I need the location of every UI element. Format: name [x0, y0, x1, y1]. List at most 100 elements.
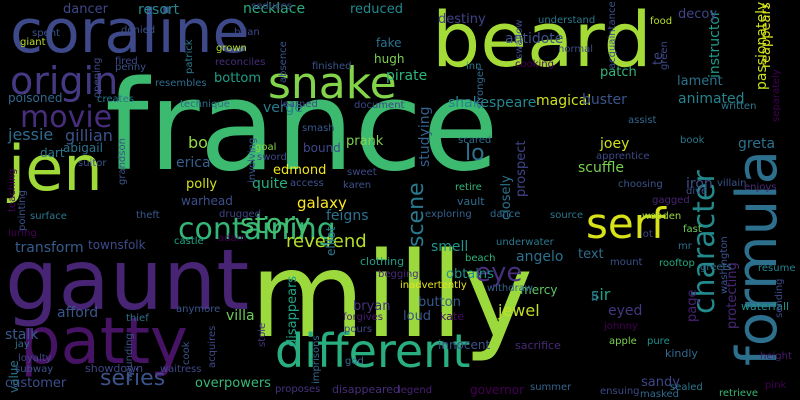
word-fake: fake	[376, 36, 402, 50]
word-obtains: obtains	[446, 267, 494, 282]
word-verge: verge	[263, 100, 303, 116]
word-resort: resort	[138, 2, 180, 18]
word-coraline: coraline	[10, 0, 250, 67]
word-green: green	[659, 41, 670, 70]
word-reconciles: reconciles	[215, 57, 266, 68]
word-assist: assist	[628, 115, 657, 126]
word-elliot: elliot	[324, 226, 338, 256]
word-cook: cook	[181, 341, 192, 365]
word-animated: animated	[678, 91, 745, 107]
word-resume: resume	[758, 263, 796, 274]
word-absence: absence	[278, 41, 289, 83]
word-food: food	[650, 16, 673, 27]
word-gagged: gagged	[652, 195, 690, 206]
word-studying: studying	[417, 106, 433, 167]
word-retire: retire	[455, 182, 482, 193]
word-suitor: suitor	[78, 158, 107, 169]
word-dart: dart	[40, 146, 65, 160]
word-sir: sir	[591, 285, 611, 304]
word-joey: joey	[600, 136, 630, 152]
word-sandy: sandy	[641, 375, 680, 390]
word-giant: giant	[20, 37, 46, 48]
word-warhead: warhead	[181, 194, 233, 208]
word-dancer: dancer	[63, 2, 108, 17]
word-rooftop: rooftop	[659, 258, 695, 269]
word-erica: erica	[176, 155, 211, 171]
word-source: source	[550, 210, 584, 221]
word-showdown: showdown	[85, 362, 144, 375]
word-gaunt: gaunt	[5, 231, 250, 329]
word-bottom: bottom	[214, 71, 262, 86]
word-sword: sword	[257, 152, 287, 163]
word-apple: apple	[609, 336, 637, 347]
word-separately: separately	[771, 69, 782, 122]
word-loud: loud	[403, 309, 432, 324]
word-jay: jay	[15, 339, 30, 350]
word-edmond: edmond	[273, 163, 327, 178]
word-innocent: innocent	[438, 338, 491, 352]
word-inadvertently: inadvertently	[400, 280, 467, 291]
word-sacrifice: sacrifice	[515, 339, 561, 352]
word-customer: customer	[5, 376, 67, 391]
word-withdraw: withdraw	[487, 283, 533, 294]
word-feigns: feigns	[326, 208, 369, 224]
word-lot: lot	[640, 229, 653, 240]
word-pirate: pirate	[386, 68, 428, 84]
word-pointing: pointing	[17, 190, 28, 231]
word-prospect: prospect	[514, 140, 529, 197]
word-magical: magical	[536, 93, 592, 109]
word-jen: jen	[8, 132, 103, 205]
word-reduced: reduced	[350, 2, 403, 17]
word-learned: learned	[280, 99, 318, 110]
word-theft: theft	[136, 210, 160, 221]
word-afford: afford	[57, 305, 99, 321]
word-masked: masked	[640, 389, 680, 400]
word-stole: stole	[257, 322, 268, 347]
word-stronger: stronger	[475, 66, 486, 109]
word-retrieve: retrieve	[719, 388, 759, 399]
word-origin: origin	[10, 59, 119, 103]
word-pink: pink	[765, 380, 787, 391]
word-kate: kate	[440, 310, 464, 323]
word-opening: opening	[92, 57, 103, 98]
word-washington: washington	[719, 236, 730, 294]
word-antidote: antidote	[505, 31, 564, 47]
word-goal: goal	[255, 142, 277, 153]
word-wounding: wounding	[124, 333, 135, 382]
word-drugged: drugged	[219, 209, 261, 220]
word-exploring: exploring	[425, 209, 472, 220]
word-scuffle: scuffle	[578, 160, 625, 176]
word-imprisons: imprisons	[311, 335, 322, 384]
word-shakespeare: shakespeare	[448, 95, 537, 111]
word-reverend: reverend	[286, 231, 367, 252]
word-adam: adam	[218, 233, 247, 244]
word-thief: thief	[126, 313, 149, 324]
word-lament: lament	[677, 74, 723, 89]
word-sealed: sealed	[670, 382, 703, 393]
word-disappears: disappears	[285, 275, 300, 347]
word-mr: mr	[678, 241, 692, 252]
word-brian: brian	[234, 27, 260, 38]
word-page: page	[685, 289, 700, 322]
word-document: document	[354, 100, 405, 111]
word-technique: technique	[180, 99, 230, 110]
word-cooking: cooking	[515, 59, 554, 70]
word-underwater: underwater	[496, 237, 554, 248]
word-dance: dance	[490, 209, 521, 220]
word-choosing: choosing	[618, 179, 663, 190]
word-eyed: eyed	[608, 303, 643, 319]
word-hugh: hugh	[374, 52, 405, 66]
word-prank: prank	[346, 134, 384, 149]
word-angelo: angelo	[516, 249, 564, 265]
word-beach: beach	[465, 253, 496, 264]
word-jessie: jessie	[8, 125, 54, 144]
word-transform: transform	[15, 240, 84, 256]
word-karen: karen	[343, 180, 372, 191]
word-denied: denied	[121, 25, 156, 36]
word-god: god	[345, 356, 364, 367]
word-book: book	[680, 135, 705, 146]
word-written: written	[721, 101, 757, 112]
word-kindly: kindly	[665, 347, 698, 360]
word-begging: begging	[378, 269, 419, 280]
word-fast: fast	[683, 224, 702, 235]
